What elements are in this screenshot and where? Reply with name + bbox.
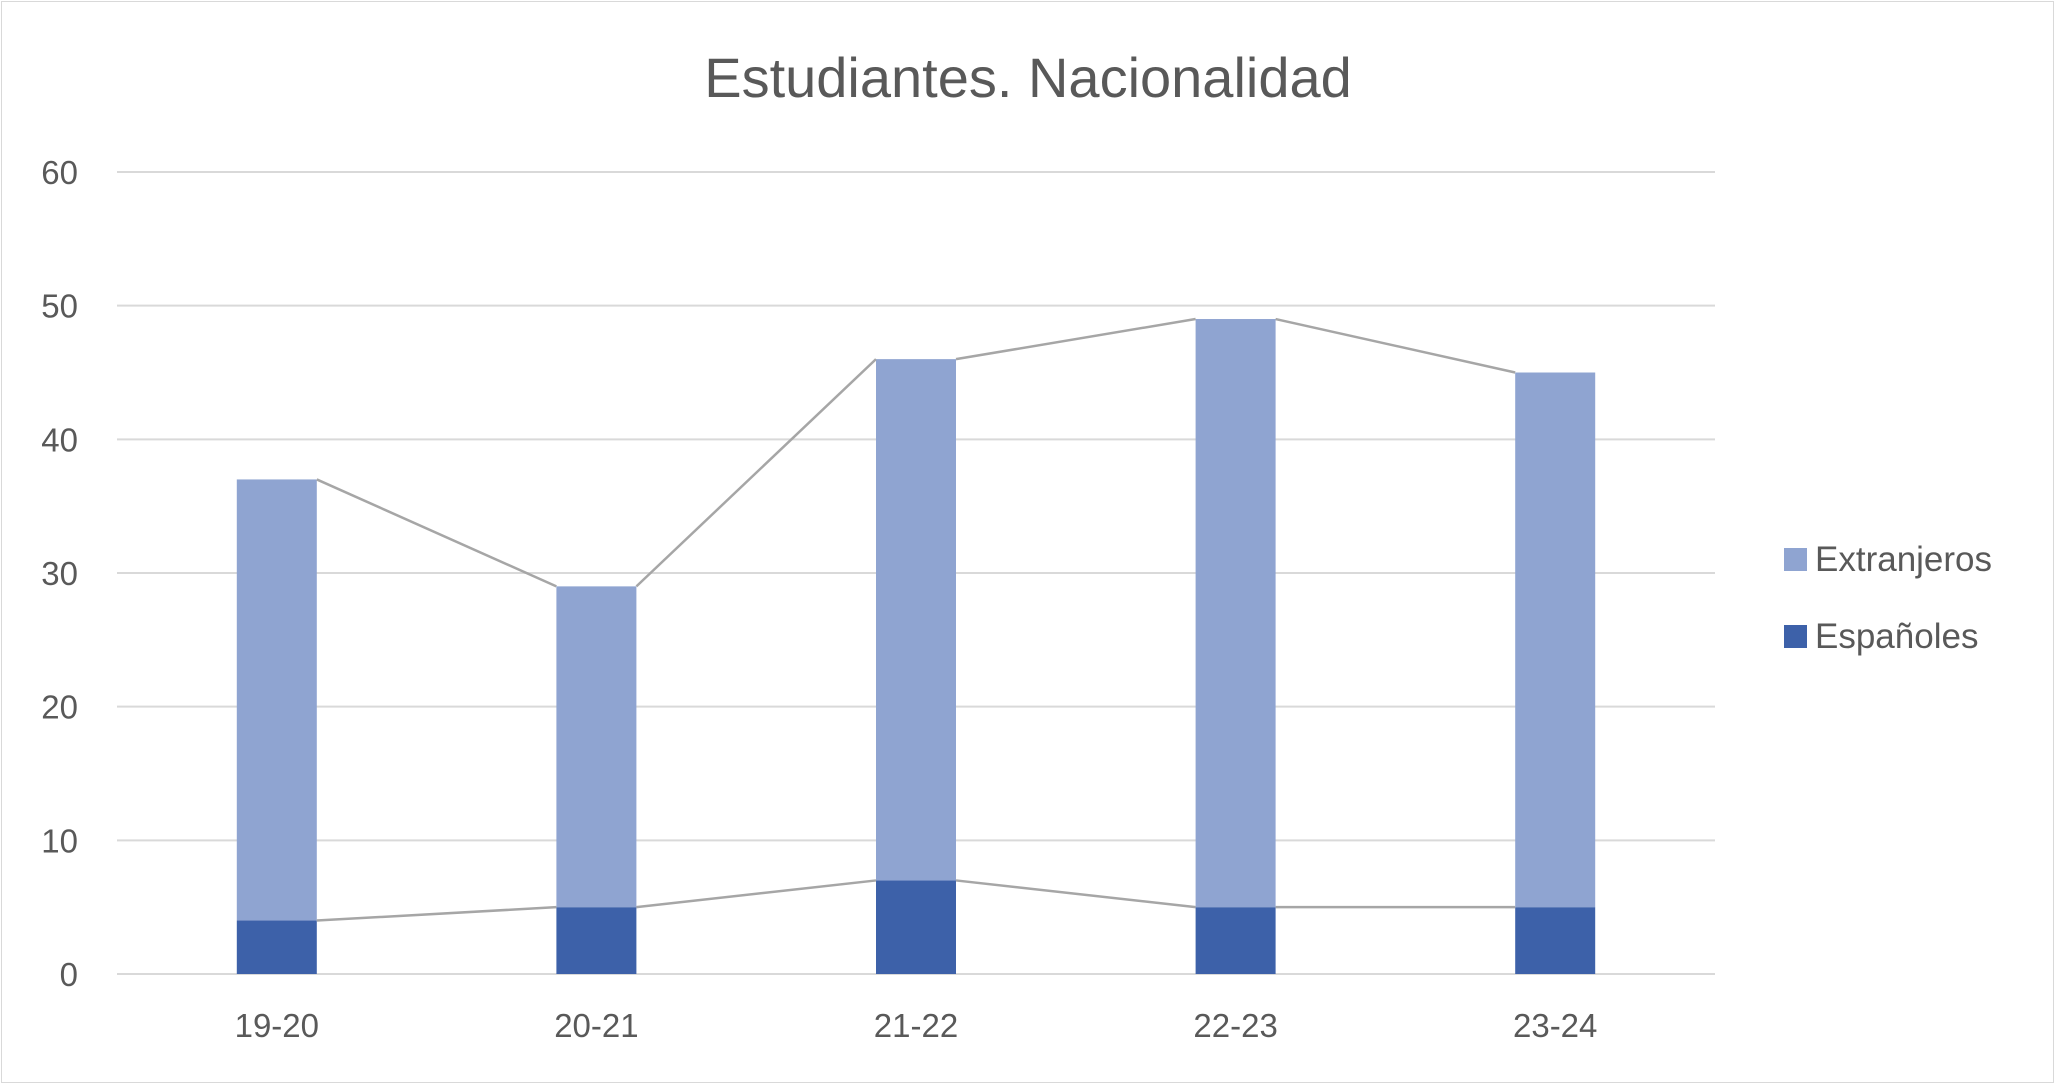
y-tick-label: 10 (41, 822, 78, 859)
y-tick-label: 20 (41, 689, 78, 726)
series-lines (316, 317, 1516, 922)
bar-españoles (1515, 907, 1596, 974)
x-tick-label: 21-22 (874, 1007, 958, 1044)
legend-label-españoles: Españoles (1815, 617, 1978, 656)
y-tick-label: 50 (41, 288, 78, 325)
legend-label-extranjeros: Extranjeros (1815, 540, 1992, 579)
bar-extranjeros (1515, 372, 1596, 908)
legend: Extranjeros Españoles (1784, 540, 1992, 656)
x-tick-label: 23-24 (1513, 1007, 1597, 1044)
y-axis-ticks: 0 10 20 30 40 50 60 (41, 154, 78, 993)
y-tick-label: 30 (41, 555, 78, 592)
bar-extranjeros (556, 586, 637, 908)
x-tick-label: 19-20 (235, 1007, 319, 1044)
bar-españoles (556, 907, 637, 974)
legend-swatch-españoles (1784, 625, 1807, 648)
bar-españoles (1195, 907, 1276, 974)
y-tick-label: 40 (41, 421, 78, 458)
x-tick-label: 20-21 (554, 1007, 638, 1044)
series-line-extranjeros (316, 317, 1516, 588)
legend-swatch-extranjeros (1784, 548, 1807, 571)
bars (236, 319, 1596, 974)
x-axis-ticks: 19-20 20-21 21-22 22-23 23-24 (235, 1007, 1598, 1044)
series-line-españoles (316, 879, 1516, 922)
x-tick-label: 22-23 (1193, 1007, 1277, 1044)
bar-extranjeros (236, 479, 317, 921)
chart-title: Estudiantes. Nacionalidad (704, 46, 1352, 109)
y-tick-label: 0 (60, 956, 78, 993)
bar-españoles (236, 920, 317, 974)
bar-extranjeros (1195, 319, 1276, 908)
bar-extranjeros (876, 359, 956, 881)
y-tick-label: 60 (41, 154, 78, 191)
bar-españoles (876, 880, 956, 974)
